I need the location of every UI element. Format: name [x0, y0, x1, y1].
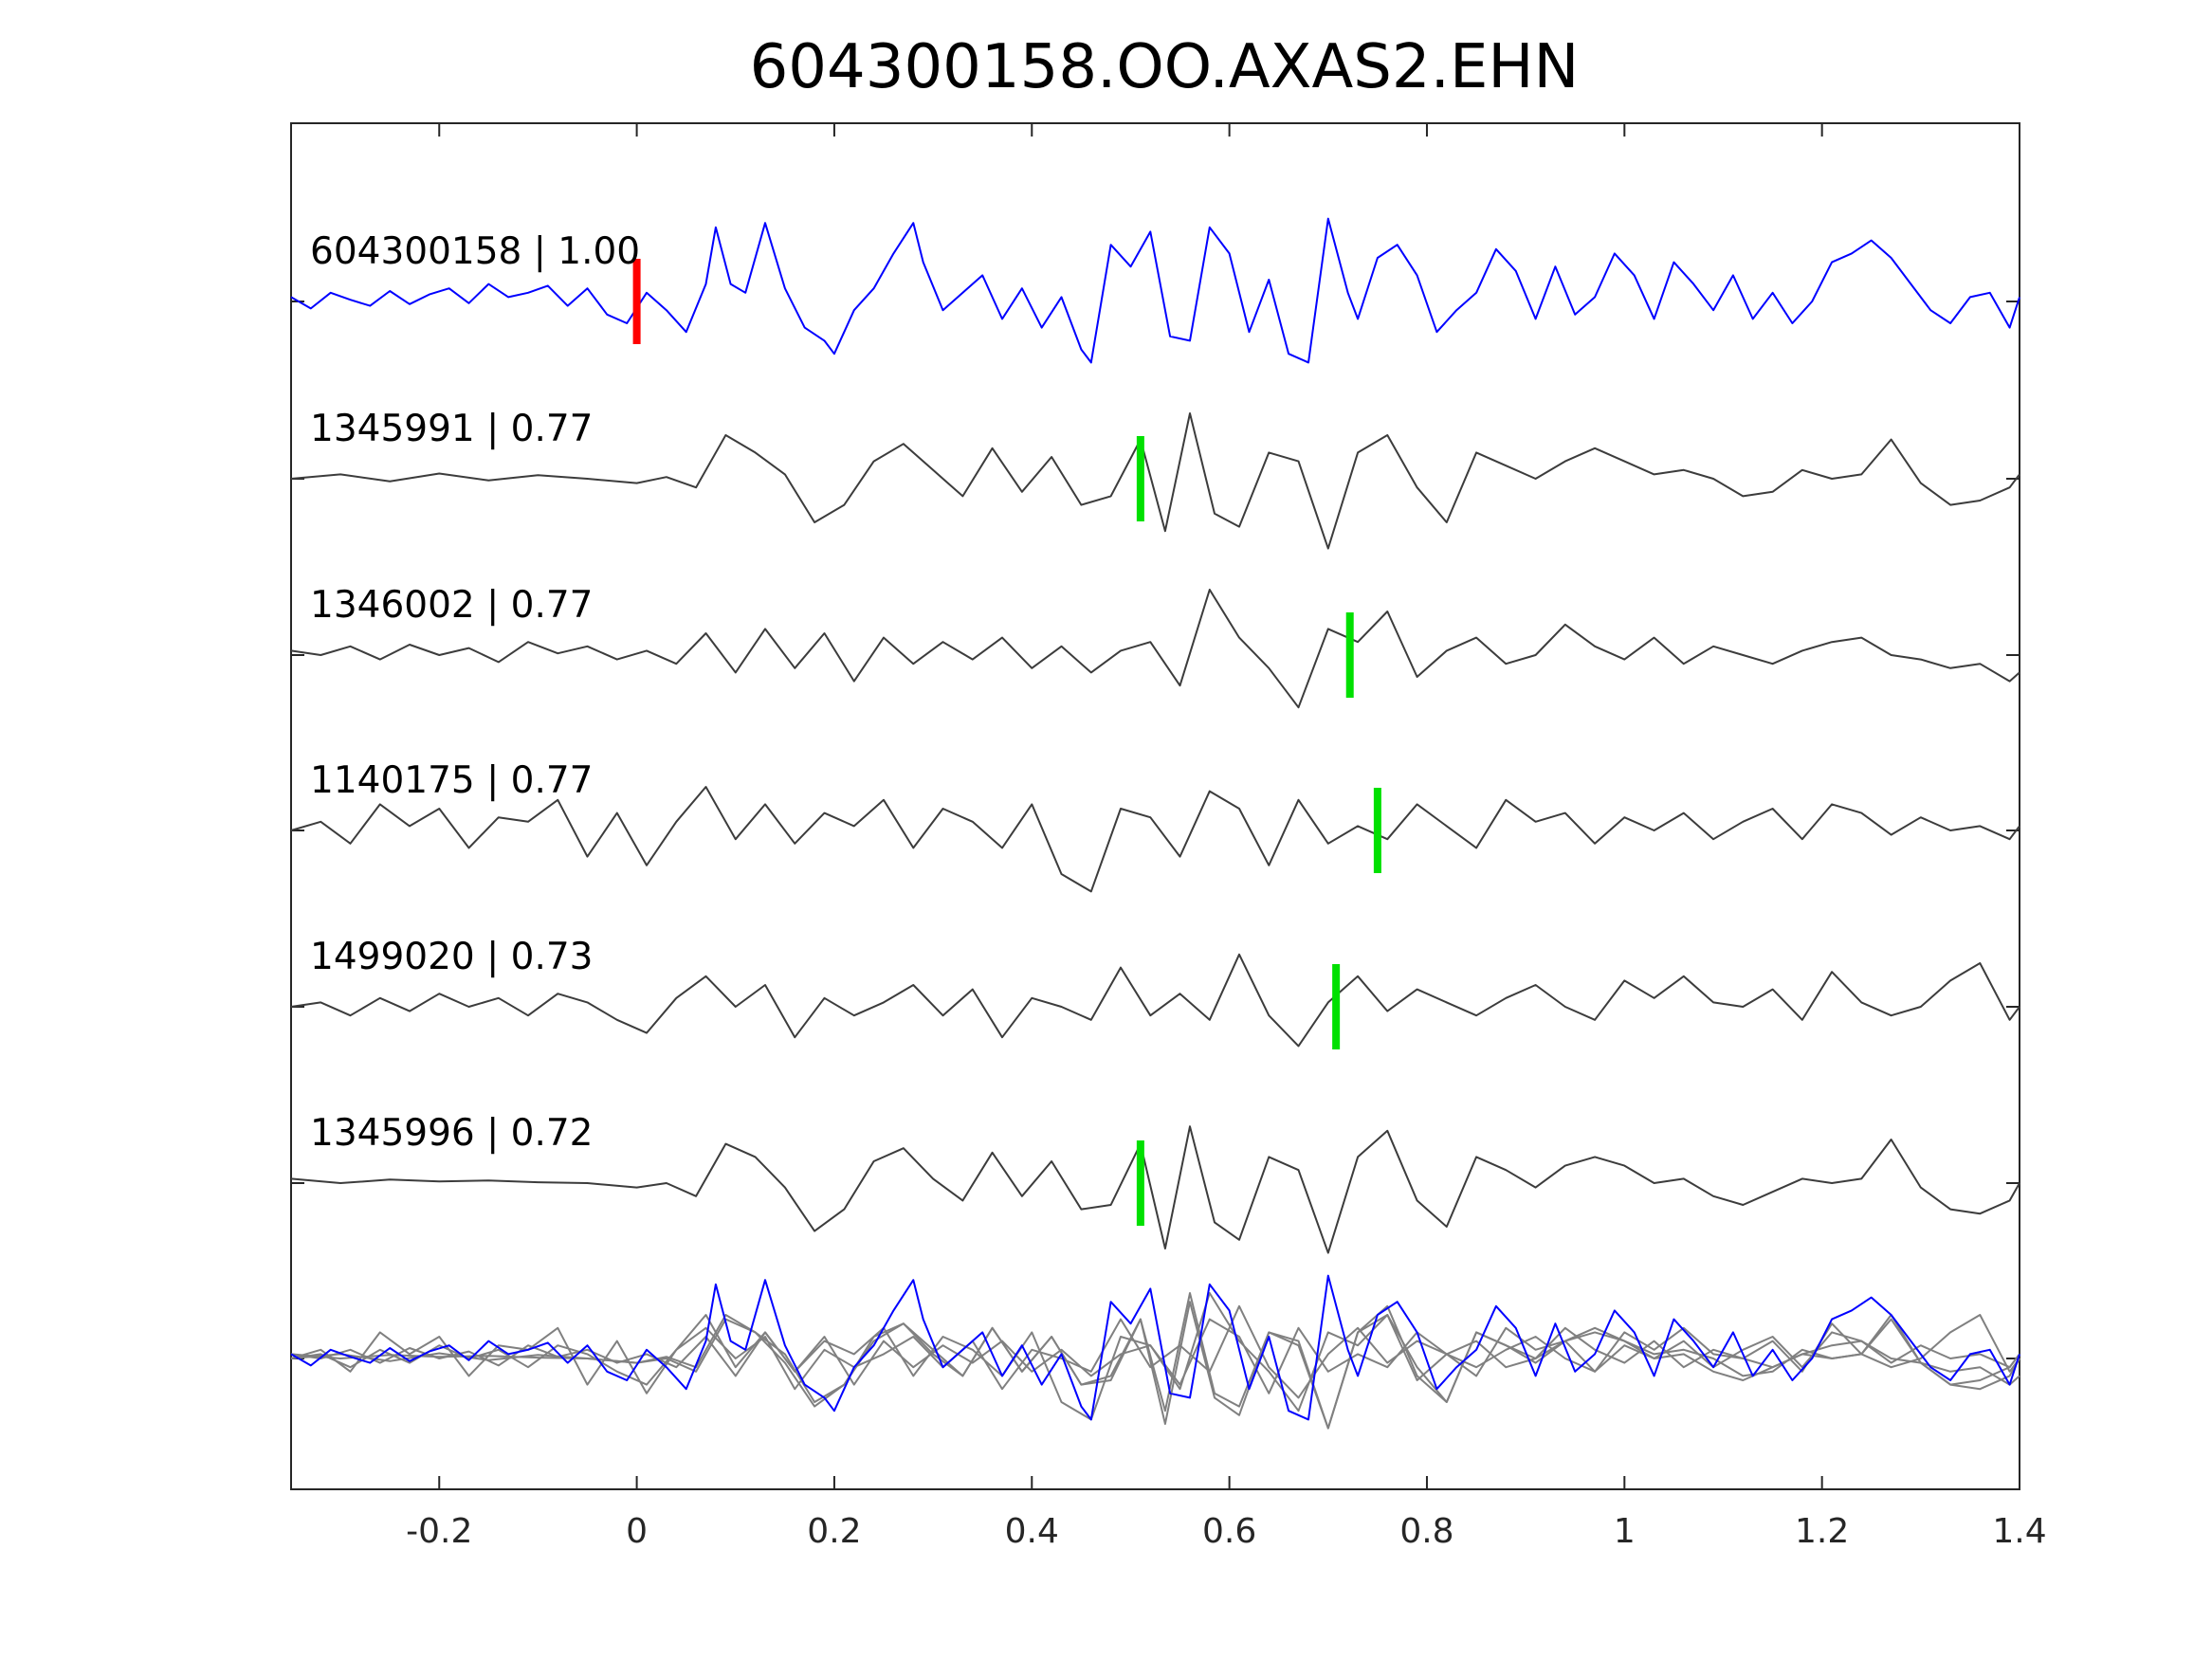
trace-label: 1140175 | 0.77 — [310, 759, 593, 802]
axes-box — [290, 122, 2020, 1490]
x-tick-label: 0.6 — [1202, 1512, 1256, 1551]
x-tick-label: 1.2 — [1795, 1512, 1849, 1551]
overlay-match-line — [290, 1304, 2020, 1399]
match-trace-line — [290, 589, 2020, 709]
x-tick-label: 0.2 — [807, 1512, 861, 1551]
x-tick-label: 0.4 — [1005, 1512, 1059, 1551]
trace-label: 1345991 | 0.77 — [310, 408, 593, 450]
template-trace-line — [290, 217, 2020, 364]
x-tick-label: 0 — [626, 1512, 648, 1551]
x-tick-label: 0.8 — [1399, 1512, 1453, 1551]
chart-title: 604300158.OO.AXAS2.EHN — [750, 32, 1580, 102]
x-tick-label: 1 — [1614, 1512, 1636, 1551]
match-trace-line — [290, 953, 2020, 1048]
x-tick-label: 1.4 — [1992, 1512, 2046, 1551]
trace-label: 1499020 | 0.73 — [310, 936, 593, 978]
overlay-match-line — [290, 1292, 2020, 1430]
overlay-template-line — [290, 1274, 2020, 1421]
plot-area: -0.2 0 0.2 0.4 0.6 0.8 1 1.2 1.4 604300158 | 1.00… — [290, 122, 2047, 1551]
trace-label: 604300158 | 1.00 — [310, 230, 640, 273]
trace-label: 1346002 | 0.77 — [310, 584, 593, 627]
x-tick-label: -0.2 — [406, 1512, 472, 1551]
match-trace-line — [290, 1125, 2020, 1254]
match-trace-line — [290, 786, 2020, 893]
match-trace-line — [290, 412, 2020, 550]
overlay-match-line — [290, 1301, 2020, 1430]
trace-label: 1345996 | 0.72 — [310, 1112, 593, 1155]
